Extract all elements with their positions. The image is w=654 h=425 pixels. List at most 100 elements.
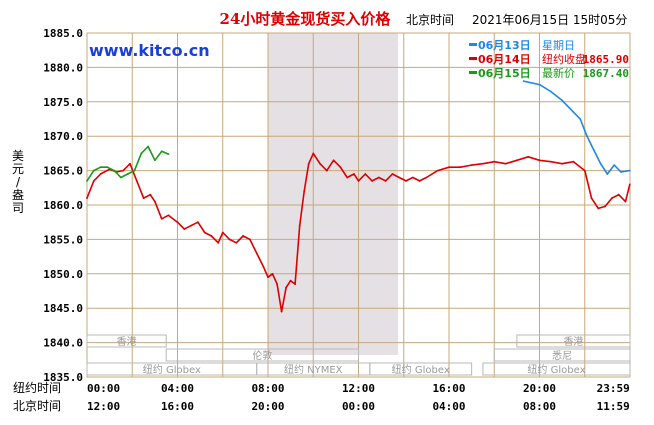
series-point <box>298 224 301 227</box>
series-point <box>167 214 170 217</box>
series-point <box>106 166 109 169</box>
series-point <box>357 180 360 182</box>
session-label: 香港 <box>117 336 137 348</box>
series-point <box>160 217 163 220</box>
session-bar <box>482 362 631 376</box>
session-bar <box>493 348 631 362</box>
series-point <box>262 266 265 268</box>
x-tick-label-bj: 16:00 <box>161 400 194 413</box>
series-point <box>92 180 95 182</box>
x-tick-label-ny: 23:59 <box>597 382 630 395</box>
series-point <box>384 180 387 182</box>
series-point <box>572 111 575 114</box>
series-point <box>391 173 394 175</box>
y-tick-label: 1855.0 <box>43 233 83 246</box>
series-point <box>142 197 145 200</box>
series-point <box>411 176 414 179</box>
x-tick-label-bj: 12:00 <box>87 400 120 413</box>
x-tick-label-bj: 20:00 <box>251 400 284 413</box>
series-point <box>371 180 373 182</box>
series-point <box>549 160 552 163</box>
series-point <box>120 176 122 179</box>
bj-time-row-label: 北京时间 <box>13 399 61 413</box>
series-point <box>624 200 627 203</box>
series-point <box>561 162 564 165</box>
series-point <box>312 152 315 155</box>
session-label: 纽约 Globex <box>527 363 585 376</box>
series-point <box>425 176 428 179</box>
session-label: 纽约 Globex <box>143 363 201 376</box>
series-point <box>217 241 220 244</box>
series-point <box>448 166 450 169</box>
series-point <box>611 197 613 200</box>
x-tick-label-bj: 00:00 <box>342 400 375 413</box>
series-point <box>538 83 541 86</box>
series-point <box>140 152 143 155</box>
series-point <box>196 221 199 224</box>
legend-swatch <box>469 71 477 74</box>
series-point <box>99 166 102 169</box>
series-point <box>527 155 530 158</box>
y-tick-label: 1870.0 <box>43 130 83 143</box>
x-tick-label-ny: 16:00 <box>432 382 465 395</box>
series-point <box>583 169 586 172</box>
series-point <box>332 159 335 162</box>
series-point <box>628 183 631 186</box>
series-point <box>572 160 575 163</box>
y-tick-label: 1850.0 <box>43 268 83 281</box>
series-point <box>590 197 593 200</box>
series-point <box>597 207 600 210</box>
session-label: 伦敦 <box>252 349 272 362</box>
series-point <box>92 169 95 172</box>
series-point <box>99 173 102 175</box>
x-tick-label-bj: 04:00 <box>432 400 465 413</box>
chart-title: 24小时黄金现货买入价格 <box>220 10 392 28</box>
y-tick-label: 1845.0 <box>43 302 83 315</box>
series-point <box>135 180 138 182</box>
series-point <box>210 235 213 237</box>
series-point <box>285 286 287 289</box>
series-point <box>228 238 231 241</box>
series-point <box>436 169 439 172</box>
series-point <box>549 90 552 93</box>
series-point <box>221 231 224 234</box>
series-point <box>113 169 116 172</box>
legend-label: 星期日 <box>542 39 575 52</box>
y-tick-label: 1835.0 <box>43 371 83 384</box>
series-point <box>353 173 355 175</box>
series-point <box>153 159 156 162</box>
session-label: 纽约 NYMEX <box>284 363 343 376</box>
series-point <box>538 159 541 162</box>
series-point <box>126 173 129 175</box>
series-point <box>86 180 88 182</box>
series-point <box>153 200 156 203</box>
series-point <box>280 310 283 313</box>
series-point <box>561 99 564 102</box>
series-point <box>303 190 306 193</box>
series-point <box>613 164 616 166</box>
source-watermark: www.kitco.cn <box>89 41 210 60</box>
x-tick-label-bj: 11:59 <box>597 400 630 413</box>
legend-date: 06月14日 <box>478 53 531 66</box>
legend-swatch <box>469 43 477 46</box>
series-point <box>147 145 149 148</box>
legend-value: 1867.40 <box>583 67 629 80</box>
series-point <box>346 176 349 179</box>
series-point <box>276 283 278 286</box>
legend-label: 纽约收盘 <box>542 52 586 66</box>
y-tick-label: 1840.0 <box>43 337 83 350</box>
legend-swatch <box>469 57 477 60</box>
series-point <box>628 169 631 172</box>
series-point <box>377 176 380 179</box>
legend-date: 06月15日 <box>478 67 531 80</box>
series-point <box>289 279 292 282</box>
session-label: 悉尼 <box>552 350 572 362</box>
series-point <box>459 166 462 169</box>
series-point <box>599 162 602 165</box>
x-tick-label-bj: 08:00 <box>523 400 556 413</box>
series-point <box>129 162 131 165</box>
series-point <box>249 238 251 241</box>
series-point <box>235 241 238 244</box>
series-point <box>271 272 274 275</box>
series-point <box>515 159 518 162</box>
